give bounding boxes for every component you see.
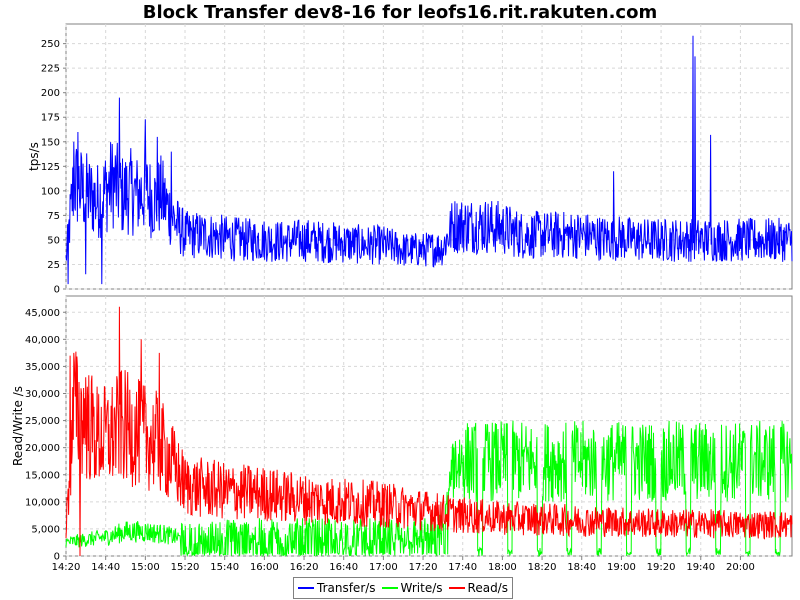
legend: Transfer/s Write/s Read/s <box>293 577 513 599</box>
series-line-transfers <box>65 35 793 285</box>
y-tick-label: 0 <box>54 552 60 563</box>
y-tick-label: 45,000 <box>25 308 60 319</box>
x-tick-label: 17:20 <box>409 562 438 573</box>
y-tick-label: 50 <box>47 235 60 246</box>
y-tick-label: 10,000 <box>25 497 60 508</box>
x-tick-label: 19:20 <box>647 562 676 573</box>
y-tick-label: 25,000 <box>25 416 60 427</box>
y-tick-label: 150 <box>41 137 60 148</box>
legend-line-read <box>448 587 465 589</box>
legend-item-read: Read/s <box>448 581 508 595</box>
x-tick-label: 15:40 <box>210 562 239 573</box>
y-tick-label: 175 <box>41 113 60 124</box>
y-tick-label: 20,000 <box>25 443 60 454</box>
y-tick-label: 225 <box>41 64 60 75</box>
legend-label-transfer: Transfer/s <box>317 581 376 595</box>
y-tick-label: 250 <box>41 39 60 50</box>
y-tick-label: 25 <box>47 260 60 271</box>
axis-layer: 0 25 50 75 100 125 150 175 200 225 250 tps/s 0 5,000 1… <box>11 39 755 573</box>
legend-line-transfer <box>298 587 314 589</box>
x-tick-label: 19:40 <box>686 562 715 573</box>
legend-label-write: Write/s <box>400 581 443 595</box>
series-line-reads <box>65 306 793 557</box>
y-tick-label: 100 <box>41 186 60 197</box>
y-axis-label: tps/s <box>27 142 41 171</box>
x-tick-label: 16:20 <box>290 562 319 573</box>
x-tick-label: 16:40 <box>329 562 358 573</box>
y-tick-label: 15,000 <box>25 470 60 481</box>
x-tick-label: 18:40 <box>567 562 596 573</box>
x-tick-label: 18:00 <box>488 562 517 573</box>
y-tick-label: 30,000 <box>25 389 60 400</box>
x-tick-label: 14:20 <box>52 562 81 573</box>
x-tick-label: 19:00 <box>607 562 636 573</box>
legend-label-read: Read/s <box>467 581 508 595</box>
y-axis-label: Read/Write /s <box>11 386 25 466</box>
y-tick-label: 200 <box>41 88 60 99</box>
x-tick-label: 17:40 <box>448 562 477 573</box>
legend-item-write: Write/s <box>381 581 443 595</box>
x-tick-label: 20:00 <box>726 562 755 573</box>
x-tick-label: 17:00 <box>369 562 398 573</box>
y-tick-label: 125 <box>41 162 60 173</box>
x-tick-label: 15:20 <box>171 562 200 573</box>
series-line-writes <box>65 420 793 558</box>
x-tick-label: 16:00 <box>250 562 279 573</box>
series-layer <box>65 35 793 558</box>
chart-title: Block Transfer dev8-16 for leofs16.rit.r… <box>142 2 658 23</box>
legend-item-transfer: Transfer/s <box>298 581 376 595</box>
y-tick-label: 0 <box>54 285 60 296</box>
y-tick-label: 35,000 <box>25 362 60 373</box>
x-tick-label: 15:00 <box>131 562 160 573</box>
legend-line-write <box>381 587 398 589</box>
y-tick-label: 75 <box>47 211 60 222</box>
y-tick-label: 40,000 <box>25 335 60 346</box>
y-tick-label: 5,000 <box>31 524 60 535</box>
x-tick-label: 18:20 <box>528 562 557 573</box>
x-tick-label: 14:40 <box>91 562 120 573</box>
